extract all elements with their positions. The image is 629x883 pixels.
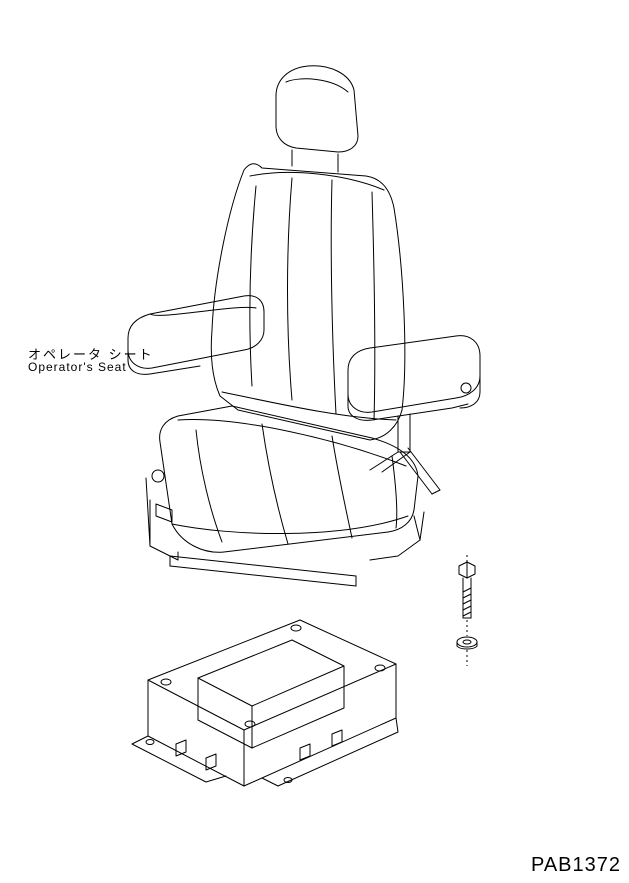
drawing-code: PAB1372: [531, 854, 621, 877]
seat-label-en: Operator's Seat: [28, 360, 127, 374]
parts-diagram-svg: [0, 0, 629, 883]
washer: [457, 637, 477, 649]
headrest: [276, 66, 358, 172]
armrest-right: [348, 336, 480, 472]
seat-base-bracket: [132, 620, 398, 786]
bolt: [459, 562, 475, 618]
seat-cushion: [160, 406, 418, 552]
seat-back: [211, 164, 405, 440]
slide-rails: [146, 448, 440, 586]
